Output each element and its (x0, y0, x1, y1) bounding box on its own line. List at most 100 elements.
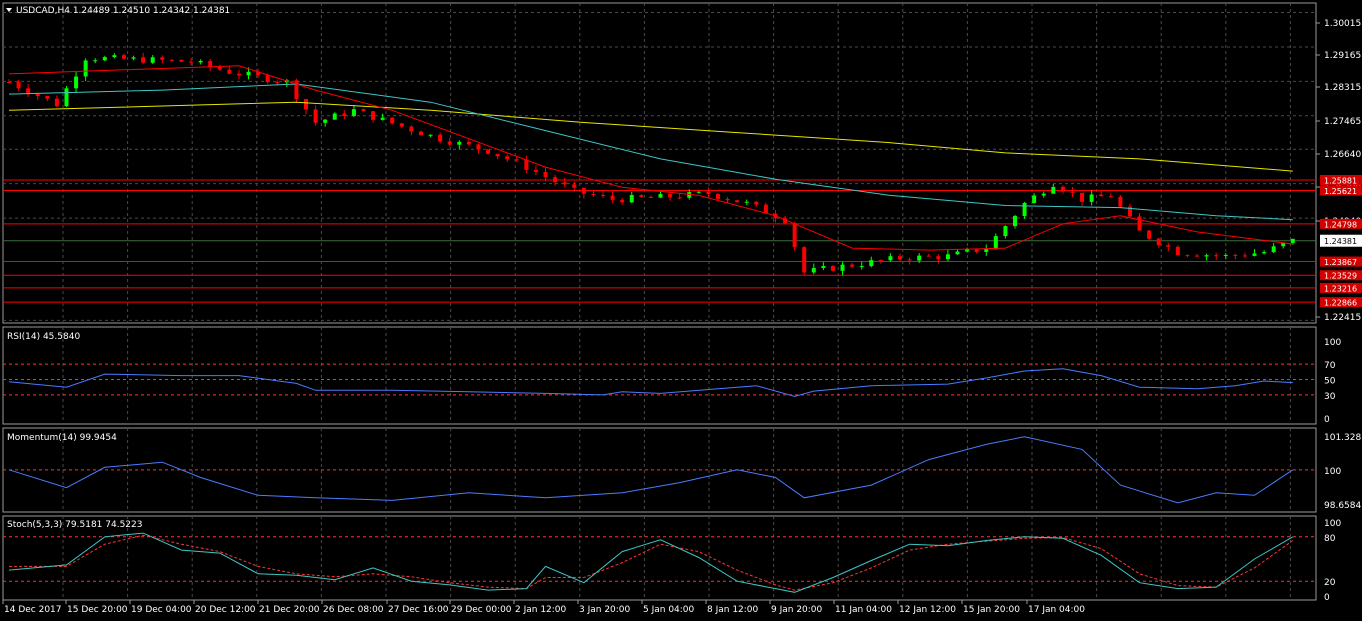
rsi-header: RSI(14) 45.5840 (7, 332, 80, 342)
price-axis-label: 1.27465 (1324, 117, 1361, 127)
bull-candle (1051, 186, 1056, 194)
bear-candle (313, 109, 318, 123)
bull-candle (198, 60, 203, 63)
bear-candle (371, 111, 376, 120)
stoch-axis-label: 0 (1324, 593, 1330, 603)
bull-candle (351, 109, 356, 116)
bear-candle (802, 247, 807, 273)
bear-candle (1185, 255, 1190, 257)
bear-candle (514, 159, 519, 161)
bear-candle (1195, 255, 1200, 257)
bear-candle (208, 60, 213, 67)
bear-candle (610, 195, 615, 200)
bear-candle (256, 71, 261, 76)
bull-candle (917, 255, 922, 261)
bear-candle (447, 141, 452, 145)
dropdown-arrow-icon[interactable] (6, 8, 12, 12)
price-axis-label: 1.30015 (1324, 19, 1361, 29)
time-axis-label: 11 Jan 04:00 (835, 605, 892, 615)
bear-candle (936, 256, 941, 260)
bull-candle (840, 264, 845, 271)
bull-candle (1089, 194, 1094, 202)
time-axis-label: 29 Dec 00:00 (451, 605, 512, 615)
bear-candle (715, 193, 720, 199)
rsi-axis-label: 30 (1324, 392, 1336, 402)
bear-candle (533, 169, 538, 172)
bear-candle (438, 134, 443, 142)
bull-candle (380, 117, 385, 120)
bear-candle (7, 81, 11, 83)
bull-candle (629, 195, 634, 203)
bear-candle (466, 141, 471, 145)
bull-candle (1041, 193, 1046, 196)
bull-candle (965, 249, 970, 252)
bull-candle (332, 113, 337, 120)
bull-candle (1262, 252, 1267, 254)
bear-candle (1137, 216, 1142, 231)
bull-candle (1003, 226, 1008, 237)
level-badge: 1.24798 (1324, 220, 1357, 229)
bear-candle (189, 61, 194, 63)
time-axis-label: 9 Jan 20:00 (771, 605, 823, 615)
bull-candle (1012, 216, 1017, 227)
stoch-axis-label: 80 (1324, 534, 1336, 544)
rsi-axis-label: 70 (1324, 361, 1336, 371)
ma-fast-line (8, 65, 1293, 251)
bear-candle (390, 117, 395, 124)
bear-candle (830, 266, 835, 271)
bear-candle (505, 156, 510, 160)
bear-candle (1175, 246, 1180, 256)
level-badge: 1.22866 (1324, 299, 1357, 308)
bear-candle (227, 69, 232, 74)
stoch-axis-label: 20 (1324, 578, 1336, 588)
bear-candle (1214, 255, 1219, 257)
bear-candle (1118, 196, 1123, 207)
bear-candle (409, 126, 414, 132)
level-badge: 1.25881 (1324, 176, 1357, 185)
bear-candle (141, 57, 146, 63)
current-price-badge-bg (1320, 234, 1362, 247)
bear-candle (1147, 230, 1152, 239)
bull-candle (687, 192, 692, 198)
stoch-signal-line (9, 534, 1294, 591)
bear-candle (121, 55, 126, 59)
bear-candle (35, 93, 40, 97)
level-badge-bg (1320, 270, 1362, 281)
time-axis-label: 8 Jan 12:00 (707, 605, 759, 615)
bull-candle (1223, 254, 1228, 256)
bear-candle (792, 223, 797, 248)
sto-panel-frame (2, 515, 1317, 601)
stoch-main-line (8, 532, 1294, 593)
level-badge-bg (1320, 256, 1362, 267)
time-axis-label: 5 Jan 04:00 (643, 605, 695, 615)
ma-mid-line (8, 83, 1293, 221)
bear-candle (495, 153, 500, 157)
bear-candle (294, 80, 299, 100)
bear-candle (907, 259, 912, 261)
bull-candle (1252, 253, 1257, 256)
bull-candle (811, 268, 816, 273)
momentum-axis-label: 100 (1324, 467, 1341, 477)
price-axis-label: 1.28315 (1324, 83, 1361, 93)
time-axis-label: 19 Dec 04:00 (131, 605, 192, 615)
bear-candle (54, 98, 59, 107)
bear-candle (1233, 254, 1238, 256)
bear-candle (763, 204, 768, 214)
candles-group (7, 52, 1295, 276)
bear-candle (620, 199, 625, 203)
bear-candle (878, 260, 883, 262)
momentum-axis-label: 98.6584 (1324, 501, 1361, 511)
bear-candle (668, 194, 673, 198)
bear-candle (1166, 245, 1171, 247)
bull-candle (859, 266, 864, 268)
bear-candle (706, 191, 711, 194)
bear-candle (725, 198, 730, 201)
rsi-axis-label: 100 (1324, 338, 1341, 348)
time-axis-label: 17 Jan 04:00 (1028, 605, 1085, 615)
bear-candle (562, 182, 567, 185)
current-price-badge: 1.24381 (1324, 237, 1357, 246)
bear-candle (1156, 238, 1161, 246)
bear-candle (601, 195, 606, 197)
rsi-axis-label: 50 (1324, 377, 1336, 387)
